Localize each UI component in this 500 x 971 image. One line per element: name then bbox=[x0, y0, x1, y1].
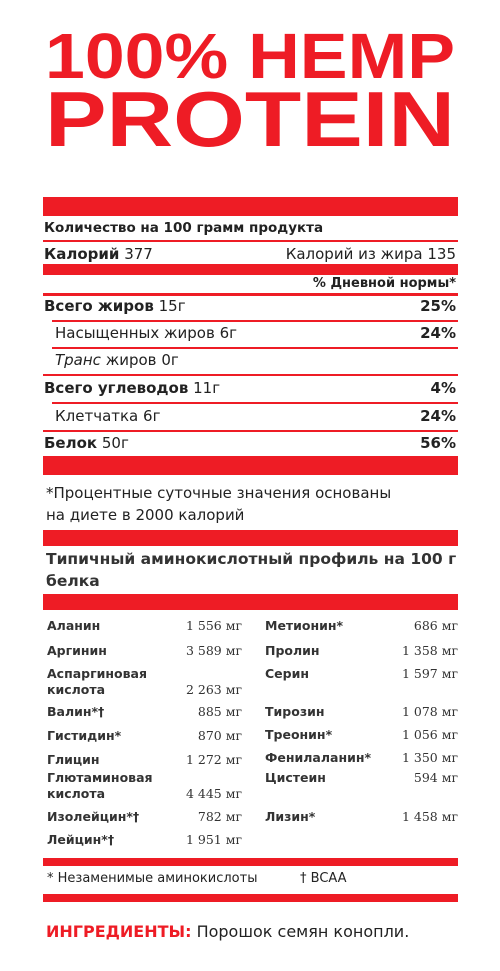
ingredients-text: Порошок семян конопли. bbox=[196, 922, 410, 941]
label: Клетчатка bbox=[55, 407, 139, 425]
title: 100% HEMP PROTEIN bbox=[45, 20, 455, 160]
footnote: на диете в 2000 калорий bbox=[46, 506, 245, 524]
amino-name: Серин bbox=[265, 666, 309, 681]
title-line: PROTEIN bbox=[45, 75, 455, 160]
label: Калорий из жира bbox=[285, 245, 423, 263]
amino-name: Цистеин bbox=[265, 770, 326, 785]
amino-name: Глютаминовая кислота bbox=[47, 770, 153, 801]
row-percent: 24% bbox=[420, 324, 456, 342]
label-italic: Транс bbox=[55, 351, 101, 369]
rule bbox=[43, 430, 458, 432]
row-label: Всего жиров 15г bbox=[44, 296, 186, 316]
row-label: Всего углеводов 11г bbox=[44, 378, 220, 398]
red-bar bbox=[43, 197, 458, 216]
red-bar bbox=[43, 456, 458, 475]
label: жиров bbox=[105, 351, 157, 369]
amino-name: Аргинин bbox=[47, 643, 107, 658]
label: Всего жиров bbox=[44, 297, 154, 315]
row-label: Клетчатка 6г bbox=[55, 406, 160, 426]
amount: 0г bbox=[161, 351, 179, 369]
rule bbox=[43, 293, 458, 296]
red-bar bbox=[43, 530, 458, 546]
label: Белок bbox=[44, 434, 98, 452]
amino-value: 686 мг bbox=[413, 618, 458, 633]
amount: 6г bbox=[219, 324, 238, 342]
amino-value: 1 056 мг bbox=[401, 727, 458, 742]
amino-name: Пролин bbox=[265, 643, 320, 658]
amino-value: 1 078 мг bbox=[401, 704, 458, 719]
red-bar bbox=[43, 264, 458, 275]
rule bbox=[43, 240, 458, 242]
row-label: Белок 50г bbox=[44, 433, 129, 453]
footnote: *Процентные суточные значения основаны bbox=[46, 484, 392, 502]
amino-name: Гистидин* bbox=[47, 728, 122, 743]
legend-essential: * Незаменимые аминокислоты bbox=[47, 871, 258, 886]
amino-value: 1 597 мг bbox=[401, 666, 458, 681]
title-line: 100% HEMP bbox=[45, 20, 455, 92]
amino-value: 1 350 мг bbox=[401, 750, 458, 765]
value: 135 bbox=[427, 245, 456, 263]
fat-calories: Калорий из жира 135 bbox=[286, 244, 456, 264]
amino-name: Тирозин bbox=[265, 704, 325, 719]
amino-value: 594 мг bbox=[413, 770, 458, 785]
amino-value: 1 458 мг bbox=[401, 809, 458, 824]
amino-title: Типичный аминокислотный профиль на 100 г… bbox=[46, 550, 457, 590]
amino-name: Изолейцин*† bbox=[47, 809, 140, 824]
amino-name: Лизин* bbox=[265, 809, 316, 824]
rule bbox=[52, 320, 458, 322]
label: Всего углеводов bbox=[44, 379, 189, 397]
amino-name: Аспаргиновая кислота bbox=[47, 666, 147, 697]
amino-name: Аланин bbox=[47, 618, 101, 633]
label: Калорий bbox=[44, 245, 120, 263]
label: Насыщенных жиров bbox=[55, 324, 215, 342]
rule bbox=[52, 402, 458, 404]
amino-value: 3 589 мг bbox=[185, 643, 242, 658]
amino-name: Лейцин*† bbox=[47, 832, 115, 847]
amino-value: 4 445 мг bbox=[185, 786, 242, 801]
row-percent: 24% bbox=[420, 407, 456, 425]
value: 377 bbox=[124, 245, 153, 263]
legend-bcaa: † BCAA bbox=[300, 871, 347, 886]
calories: Калорий 377 bbox=[44, 244, 153, 264]
red-bar bbox=[43, 858, 458, 866]
amino-value: 870 мг bbox=[197, 728, 242, 743]
amino-value: 782 мг bbox=[197, 809, 242, 824]
row-label: Насыщенных жиров 6г bbox=[55, 323, 237, 343]
rule bbox=[43, 374, 458, 376]
amino-name: Валин*† bbox=[47, 704, 105, 719]
amino-name: Треонин* bbox=[265, 727, 333, 742]
amino-name: Метионин* bbox=[265, 618, 344, 633]
amount: 15г bbox=[158, 297, 186, 315]
amino-value: 2 263 мг bbox=[185, 682, 242, 697]
amount: 6г bbox=[143, 407, 161, 425]
amino-name: Фенилаланин* bbox=[265, 750, 372, 765]
amino-name: Глицин bbox=[47, 752, 100, 767]
serving: Количество на 100 грамм продукта bbox=[44, 220, 324, 236]
amino-value: 885 мг bbox=[197, 704, 242, 719]
amino-value: 1 556 мг bbox=[185, 618, 242, 633]
amino-value: 1 358 мг bbox=[401, 643, 458, 658]
red-bar bbox=[43, 594, 458, 610]
red-bar bbox=[43, 894, 458, 902]
ingredients: ИНГРЕДИЕНТЫ: Порошок семян конопли. bbox=[46, 921, 409, 943]
amount: 50г bbox=[101, 434, 129, 452]
row-label: Транс жиров 0г bbox=[55, 350, 179, 370]
row-percent: 56% bbox=[420, 434, 456, 452]
daily-value-header: % Дневной нормы* bbox=[312, 276, 456, 291]
row-percent: 25% bbox=[420, 297, 456, 315]
amino-value: 1 272 мг bbox=[185, 752, 242, 767]
row-percent: 4% bbox=[430, 379, 456, 397]
amino-value: 1 951 мг bbox=[185, 832, 242, 847]
rule bbox=[52, 347, 458, 349]
ingredients-label: ИНГРЕДИЕНТЫ: bbox=[46, 922, 192, 941]
amount: 11г bbox=[193, 379, 221, 397]
